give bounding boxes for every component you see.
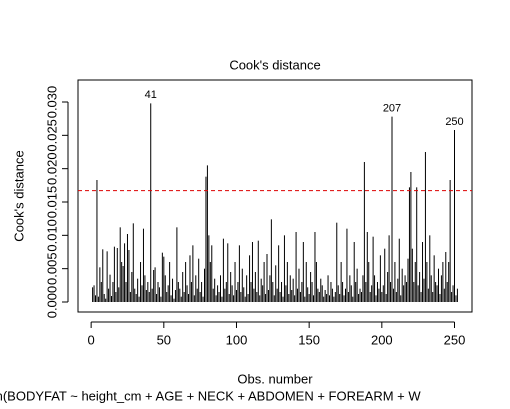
y-tick-label: 0.010 xyxy=(44,219,59,252)
x-tick-label: 0 xyxy=(88,332,95,347)
x-tick-label: 200 xyxy=(371,332,393,347)
y-tick-label: 0.020 xyxy=(44,152,59,185)
y-tick-label: 0.025 xyxy=(44,119,59,152)
subtitle: m(BODYFAT ~ height_cm + AGE + NECK + ABD… xyxy=(0,388,421,403)
point-label: 41 xyxy=(145,89,157,101)
point-label: 207 xyxy=(383,103,401,115)
y-tick-label: 0.015 xyxy=(44,186,59,219)
x-tick-label: 150 xyxy=(298,332,320,347)
y-tick-label: 0.030 xyxy=(44,86,59,119)
x-tick-label: 50 xyxy=(157,332,171,347)
y-tick-label: 0.005 xyxy=(44,252,59,285)
x-axis-label: Obs. number xyxy=(237,371,313,386)
x-tick-label: 250 xyxy=(444,332,466,347)
y-tick-label: 0.000 xyxy=(44,286,59,319)
plot-box xyxy=(77,79,473,313)
chart-title: Cook's distance xyxy=(229,57,320,72)
x-tick-label: 100 xyxy=(226,332,248,347)
point-label: 250 xyxy=(445,116,463,128)
y-axis-label: Cook's distance xyxy=(11,150,26,241)
